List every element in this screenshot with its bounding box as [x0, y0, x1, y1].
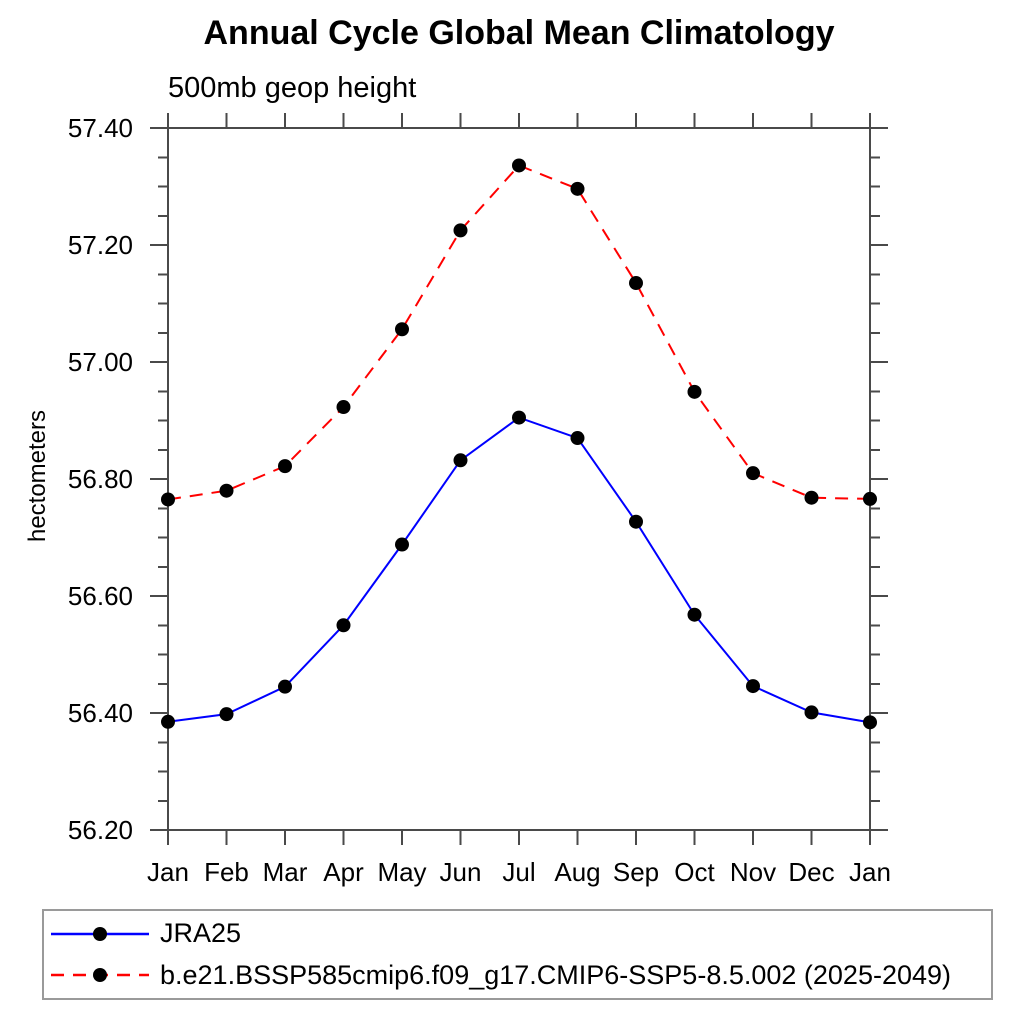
series-markers-1 — [161, 158, 877, 507]
series-markers-0 — [161, 410, 877, 730]
plot-border — [167, 127, 871, 831]
data-point-marker — [746, 679, 760, 694]
x-tick-label: Dec — [788, 857, 834, 887]
data-point-marker — [629, 276, 643, 291]
data-point-marker — [804, 490, 819, 505]
legend-row-model: b.e21.BSSP585cmip6.f09_g17.CMIP6-SSP5-8.… — [44, 955, 991, 995]
data-point-marker — [863, 491, 877, 506]
data-point-marker — [570, 431, 585, 446]
series-line-0 — [167, 416, 871, 724]
data-point-marker — [336, 618, 351, 633]
data-point-marker — [395, 537, 409, 552]
y-tick-label: 56.60 — [68, 581, 133, 611]
legend-sample-marker — [93, 968, 107, 983]
legend-row-jra25: JRA25 — [44, 914, 991, 954]
x-tick-label: Oct — [674, 857, 715, 887]
data-point-marker — [570, 181, 585, 196]
y-tick-label: 57.00 — [68, 347, 133, 377]
data-point-marker — [278, 459, 292, 474]
x-tick-label: May — [377, 857, 426, 887]
x-tick-label: Nov — [730, 857, 776, 887]
data-point-marker — [512, 410, 526, 425]
axes — [150, 113, 888, 845]
y-tick-label: 56.40 — [68, 698, 133, 728]
data-point-marker — [687, 384, 702, 399]
data-point-marker — [453, 453, 468, 468]
y-tick-label: 57.40 — [68, 113, 133, 143]
y-tick-label: 56.80 — [68, 464, 133, 494]
data-point-marker — [687, 607, 702, 622]
data-point-marker — [804, 705, 819, 720]
data-point-marker — [336, 400, 351, 415]
data-point-marker — [746, 466, 760, 481]
x-tick-label: Mar — [263, 857, 308, 887]
x-tick-label: Feb — [204, 857, 249, 887]
x-tick-label: Jun — [440, 857, 482, 887]
data-point-marker — [219, 483, 234, 498]
data-point-marker — [219, 707, 234, 722]
legend-line-sample-solid — [51, 926, 149, 941]
chart-subtitle: 500mb geop height — [168, 72, 417, 104]
data-point-marker — [863, 715, 877, 730]
x-tick-label: Aug — [554, 857, 600, 887]
y-tick-label: 57.20 — [68, 230, 133, 260]
x-tick-label: Sep — [613, 857, 659, 887]
data-point-marker — [395, 322, 409, 337]
data-point-marker — [453, 223, 468, 238]
legend-label: b.e21.BSSP585cmip6.f09_g17.CMIP6-SSP5-8.… — [160, 959, 952, 990]
series-line-1 — [167, 164, 871, 501]
x-tick-label: Jan — [147, 857, 189, 887]
chart-title: Annual Cycle Global Mean Climatology — [203, 14, 835, 52]
data-point-marker — [161, 714, 175, 729]
data-point-marker — [278, 679, 292, 694]
legend-sample-marker — [93, 926, 107, 941]
x-tick-label: Apr — [323, 857, 364, 887]
y-tick-label: 56.20 — [68, 815, 133, 845]
legend-line-sample-dashed — [51, 968, 149, 983]
data-point-marker — [629, 514, 643, 529]
x-tick-label: Jul — [502, 857, 535, 887]
legend-label: JRA25 — [160, 918, 242, 949]
x-tick-label: Jan — [849, 857, 891, 887]
data-point-marker — [512, 158, 526, 173]
legend-box: JRA25 b.e21.BSSP585cmip6.f09_g17.CMIP6-S… — [42, 909, 993, 1000]
data-point-marker — [161, 492, 175, 507]
